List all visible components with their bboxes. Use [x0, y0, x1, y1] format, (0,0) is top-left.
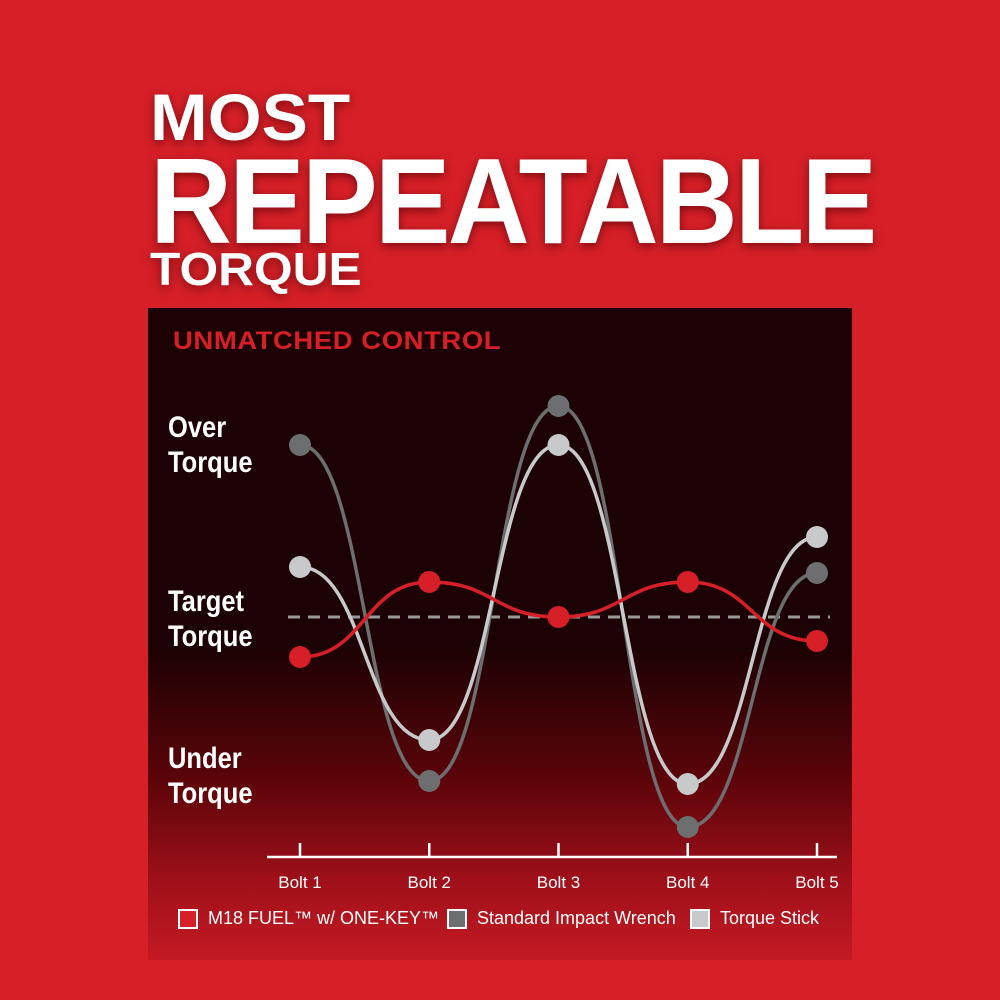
x-tick-label: Bolt 3: [537, 873, 580, 892]
chart-subtitle: UNMATCHED CONTROL: [173, 327, 502, 355]
headline-torque: TORQUE: [150, 243, 362, 295]
y-label-under: Under Torque: [168, 742, 253, 810]
data-point-series-0: [547, 606, 570, 628]
data-point-series-1: [806, 562, 828, 584]
data-point-series-2: [676, 773, 699, 795]
legend-item-standard: Standard Impact Wrench: [447, 908, 676, 929]
legend-swatch-standard: [447, 908, 467, 929]
data-point-series-2: [289, 556, 311, 578]
data-point-series-0: [676, 571, 699, 593]
data-point-series-2: [418, 729, 441, 751]
x-tick-label: Bolt 4: [666, 873, 709, 892]
y-label-over: Over Torque: [168, 411, 253, 479]
data-point-series-2: [806, 526, 828, 548]
data-point-series-0: [289, 646, 311, 668]
headline-repeatable: REPEATABLE: [150, 133, 877, 269]
data-point-series-1: [289, 434, 311, 456]
legend-label-standard: Standard Impact Wrench: [477, 908, 676, 928]
chart-panel: [148, 308, 852, 960]
legend-label-torque-stick: Torque Stick: [720, 908, 820, 928]
legend-swatch-m18: [178, 908, 198, 929]
legend-item-m18: M18 FUEL™ w/ ONE-KEY™: [178, 908, 439, 929]
data-point-series-1: [547, 395, 570, 417]
legend-label-m18: M18 FUEL™ w/ ONE-KEY™: [208, 908, 440, 928]
data-point-series-1: [418, 770, 441, 792]
legend-swatch-torque-stick: [690, 908, 710, 929]
headline-most: MOST: [150, 80, 351, 154]
data-point-series-1: [676, 816, 699, 838]
data-point-series-2: [547, 434, 570, 456]
y-label-target: Target Torque: [168, 585, 253, 653]
x-tick-label: Bolt 2: [408, 873, 451, 892]
x-tick-label: Bolt 5: [795, 873, 838, 892]
legend-item-torque-stick: Torque Stick: [690, 908, 819, 929]
data-point-series-0: [418, 571, 441, 593]
x-tick-label: Bolt 1: [278, 873, 321, 892]
data-point-series-0: [806, 630, 828, 652]
